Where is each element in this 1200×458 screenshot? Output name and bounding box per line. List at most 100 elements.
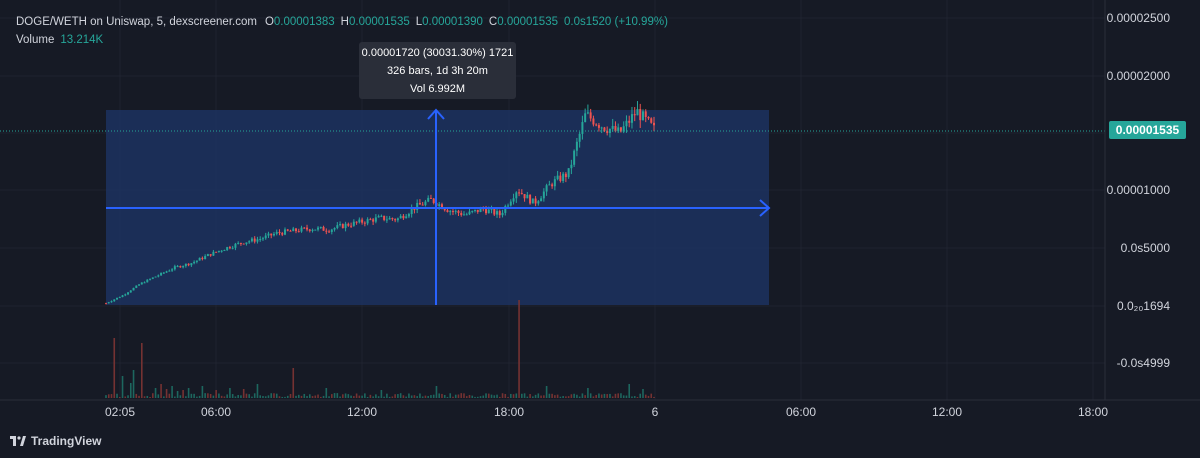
volume-bar (319, 396, 322, 398)
candle-body (391, 218, 394, 220)
volume-bar (496, 394, 498, 398)
volume-bar (308, 394, 311, 398)
ohlc-legend-row: DOGE/WETH on Uniswap, 5, dexscreener.com… (16, 13, 668, 31)
volume-bar (193, 393, 195, 398)
volume-bar (565, 396, 567, 398)
candle-body (589, 112, 592, 119)
volume-bar (140, 343, 143, 398)
candle-body (567, 168, 570, 178)
volume-bar (284, 396, 286, 398)
candle-body (237, 242, 240, 244)
volume-bar (534, 394, 537, 398)
volume-bar (314, 395, 317, 398)
volume-bar (471, 395, 474, 398)
volume-bar (518, 300, 520, 398)
candle-body (179, 266, 182, 268)
volume-bar (556, 394, 559, 398)
candle-body (250, 238, 253, 242)
candle-body (281, 233, 284, 235)
candle-body (162, 272, 165, 274)
candle-body (575, 141, 578, 151)
measure-bars-duration: 326 bars, 1d 3h 20m (387, 65, 488, 77)
volume-bar (581, 393, 584, 398)
candle-body (438, 204, 441, 206)
volume-bar (559, 396, 562, 398)
volume-bar (281, 396, 284, 398)
volume-bar (507, 396, 509, 398)
volume-bar (333, 393, 336, 398)
candle-body (308, 229, 311, 231)
volume-bar (639, 393, 642, 398)
candle-body (129, 290, 132, 293)
volume-bar (185, 396, 187, 398)
candle-body (259, 238, 262, 240)
candle-body (212, 251, 215, 256)
pair-title[interactable]: DOGE/WETH on Uniswap, 5, dexscreener.com (16, 16, 257, 28)
volume-bar (537, 393, 540, 398)
volume-bar (631, 396, 633, 398)
volume-bar (463, 393, 465, 398)
volume-bar (174, 396, 176, 398)
volume-bar (278, 396, 281, 398)
candle-body (394, 219, 397, 221)
candle-body (405, 216, 408, 219)
volume-bar (375, 394, 377, 398)
candle-body (272, 233, 275, 236)
volume-bar (474, 396, 476, 398)
low-value: 0.00001390 (422, 16, 483, 28)
tradingview-brand[interactable]: TradingView (10, 434, 101, 448)
candle-body (586, 112, 589, 114)
volume-bar (251, 396, 253, 398)
candle-body (124, 294, 127, 296)
volume-bar (212, 395, 215, 398)
time-tick-label: 06:00 (785, 405, 817, 419)
measure-horizontal-arrow[interactable] (106, 199, 771, 217)
candle-body (195, 260, 198, 262)
volume-bar (366, 396, 369, 398)
volume-bar (449, 393, 452, 398)
candle-body (223, 250, 226, 252)
candle-body (228, 247, 231, 249)
candle-body (206, 254, 209, 257)
candle-body (289, 230, 292, 232)
candle-body (446, 210, 449, 213)
volume-bar (441, 393, 443, 398)
high-label: H (340, 16, 349, 28)
candle-body (374, 217, 377, 222)
volume-bar (454, 394, 457, 398)
candle-body (105, 303, 107, 305)
volume-bar (322, 395, 325, 398)
volume-bar (369, 394, 372, 398)
volume-bar (410, 395, 413, 398)
volume-bar (149, 396, 151, 398)
volume-bar (113, 338, 116, 398)
candle-body (595, 124, 598, 126)
volume-label[interactable]: Volume (16, 34, 55, 46)
candle-body (286, 229, 289, 231)
volume-bar (600, 394, 603, 398)
volume-bar (460, 393, 463, 398)
candle-body (190, 263, 193, 266)
candle-body (559, 175, 562, 181)
volume-bar (598, 393, 600, 398)
candle-body (617, 127, 620, 132)
volume-bar (124, 396, 127, 398)
candle-body (622, 126, 625, 132)
change-value: 0.0s1520 (+10.99%) (564, 16, 668, 28)
candle-body (127, 292, 130, 295)
volume-bar (328, 396, 330, 398)
volume-bar (540, 395, 542, 398)
candle-body (449, 211, 452, 213)
volume-bar (498, 396, 501, 398)
volume-bar (168, 393, 171, 398)
volume-bar (457, 394, 460, 398)
volume-bar (432, 394, 435, 398)
volume-bar (394, 394, 396, 398)
candle-body (639, 109, 642, 121)
candle-body (328, 231, 331, 233)
candle-body (564, 173, 567, 178)
candle-body (418, 202, 421, 205)
candle-body (385, 219, 388, 221)
candle-body (176, 266, 179, 268)
